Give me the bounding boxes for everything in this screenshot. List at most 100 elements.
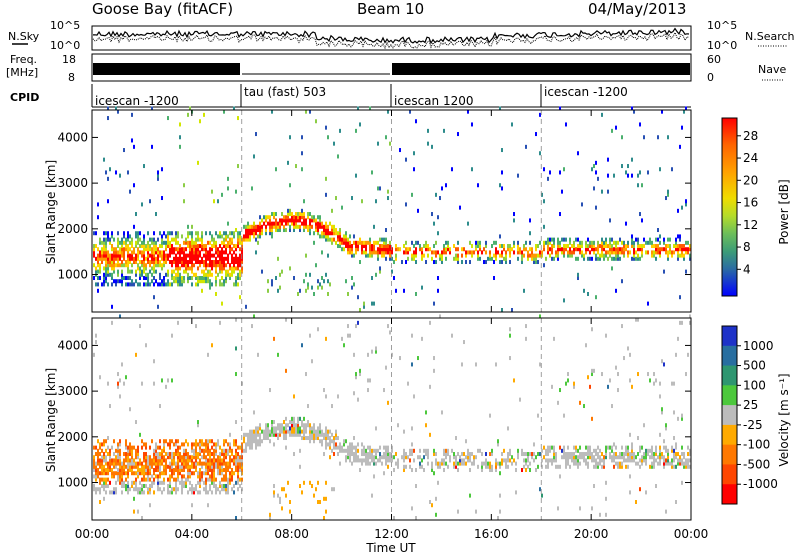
range-cell: [179, 122, 181, 127]
range-cell: [175, 231, 177, 236]
range-cell: [509, 250, 511, 255]
range-cell: [681, 416, 683, 421]
range-cell: [345, 458, 347, 463]
range-cell: [457, 253, 459, 258]
range-cell: [343, 237, 345, 242]
range-cell: [325, 234, 327, 239]
range-cell: [615, 244, 617, 249]
range-cell: [417, 240, 419, 245]
range-cell: [305, 224, 307, 229]
range-cell: [345, 439, 347, 444]
range-cell: [513, 244, 515, 249]
range-cell: [615, 253, 617, 258]
range-cell: [187, 253, 189, 258]
range-cell: [269, 516, 271, 520]
range-cell: [667, 458, 669, 463]
range-cell: [439, 461, 441, 466]
range-cell: [465, 455, 467, 460]
range-cell: [169, 244, 171, 249]
range-cell: [193, 442, 195, 447]
range-cell: [235, 420, 237, 425]
range-cell: [639, 458, 641, 463]
range-cell: [605, 253, 607, 258]
range-cell: [229, 276, 231, 281]
range-cell: [275, 224, 277, 229]
range-cell: [397, 458, 399, 463]
range-cell: [111, 260, 113, 265]
range-cell: [677, 336, 679, 341]
range-cell: [235, 189, 237, 194]
range-cell: [147, 458, 149, 463]
range-cell: [631, 240, 633, 245]
range-cell: [137, 266, 139, 271]
xtick-label: 20:00: [574, 527, 609, 541]
range-cell: [419, 448, 421, 453]
range-cell: [121, 240, 123, 245]
range-cell: [249, 442, 251, 447]
range-cell: [625, 170, 627, 175]
range-cell: [151, 247, 153, 252]
range-cell: [441, 250, 443, 255]
range-cell: [527, 452, 529, 457]
range-cell: [655, 458, 657, 463]
range-cell: [205, 231, 207, 236]
range-cell: [347, 237, 349, 242]
range-cell: [425, 410, 427, 415]
range-cell: [95, 244, 97, 249]
range-cell: [207, 468, 209, 473]
range-cell: [537, 253, 539, 258]
range-cell: [165, 256, 167, 261]
range-cell: [663, 247, 665, 252]
range-cell: [207, 269, 209, 274]
range-cell: [251, 439, 253, 444]
range-cell: [187, 452, 189, 457]
range-cell: [229, 442, 231, 447]
range-cell: [149, 253, 151, 258]
range-cell: [295, 429, 297, 434]
range-cell: [311, 285, 313, 290]
range-cell: [409, 247, 411, 252]
range-cell: [129, 458, 131, 463]
power-cells: [93, 106, 691, 312]
range-cell: [489, 250, 491, 255]
range-cell: [187, 112, 189, 117]
range-cell: [217, 250, 219, 255]
range-cell: [97, 256, 99, 261]
range-cell: [215, 442, 217, 447]
range-cell: [435, 260, 437, 265]
range-cell: [223, 461, 225, 466]
range-cell: [155, 452, 157, 457]
range-cell: [233, 490, 235, 495]
range-cell: [141, 468, 143, 473]
range-cell: [177, 452, 179, 457]
range-cell: [543, 247, 545, 252]
range-cell: [641, 183, 643, 188]
range-cell: [153, 458, 155, 463]
range-cell: [229, 231, 231, 236]
range-cell: [375, 452, 377, 457]
range-cell: [121, 362, 123, 367]
range-cell: [351, 276, 353, 281]
range-cell: [379, 455, 381, 460]
range-cell: [471, 167, 473, 172]
range-cell: [175, 247, 177, 252]
range-cell: [659, 234, 661, 239]
range-cell: [251, 231, 253, 236]
range-cell: [191, 445, 193, 450]
range-cell: [323, 516, 325, 520]
range-cell: [523, 244, 525, 249]
range-cell: [347, 247, 349, 252]
range-cell: [135, 455, 137, 460]
range-cell: [283, 436, 285, 441]
range-cell: [191, 487, 193, 492]
range-cell: [179, 272, 181, 277]
range-cell: [105, 455, 107, 460]
power-colorbar-gradient: [721, 117, 738, 297]
range-cell: [213, 448, 215, 453]
range-cell: [457, 240, 459, 245]
range-cell: [377, 240, 379, 245]
range-cell: [591, 167, 593, 172]
range-cell: [195, 455, 197, 460]
